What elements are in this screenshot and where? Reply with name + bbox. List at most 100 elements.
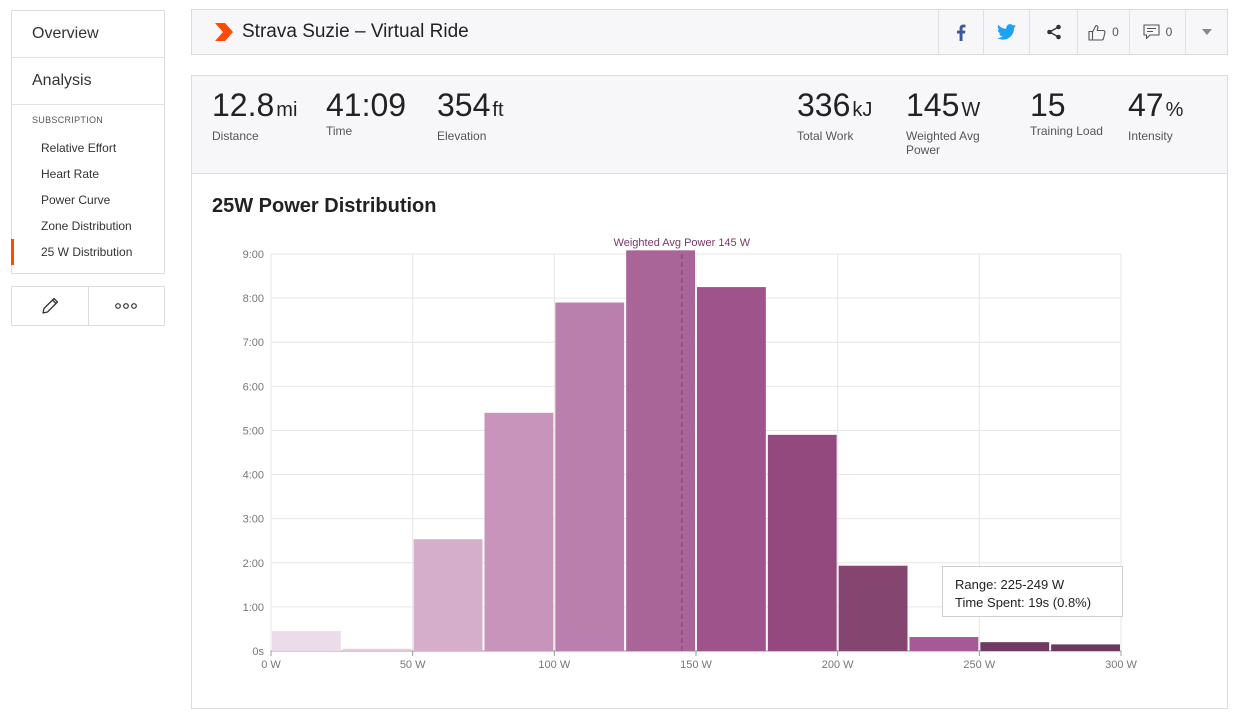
kudos-count: 0 [1112,25,1119,39]
x-tick-label: 300 W [1105,659,1137,671]
x-tick-label: 0 W [261,659,281,671]
y-tick-label: 3:00 [243,514,264,526]
intensity-label: Intensity [1128,129,1173,143]
distance-value: 12.8 [212,87,275,123]
stat-intensity: 47% Intensity [1128,86,1183,143]
stat-total-work-value: 336 kJ [797,86,872,129]
stat-training-load-value: 15 [1030,86,1103,124]
stat-time-value: 41:09 [326,86,406,124]
twitter-icon [997,24,1016,40]
ride-icon [215,23,233,41]
intensity-value: 47 [1128,87,1164,123]
share-button[interactable] [1029,10,1077,54]
twitter-share-button[interactable] [983,10,1029,54]
y-tick-label: 6:00 [243,381,264,393]
training-load-value: 15 [1030,87,1066,123]
histogram-bar [909,637,979,651]
total-work-unit: kJ [852,99,873,121]
more-icon [115,303,138,309]
chevron-down-icon [1201,29,1212,35]
nav-relative-effort[interactable]: Relative Effort [41,141,117,155]
x-tick-label: 200 W [822,659,854,671]
weighted-avg-power-value: 145 [906,87,960,123]
share-icon [1046,24,1061,40]
thumbs-up-icon [1088,24,1106,41]
comment-icon [1143,24,1160,40]
activity-stats: 12.8 mi Distance 41:09 Time 354 ft Elevati… [191,75,1228,174]
y-tick-label: 4:00 [243,470,264,482]
histogram-bar [555,302,625,651]
total-work-value: 336 [797,87,851,123]
comment-button[interactable]: 0 [1129,10,1185,54]
nav-overview[interactable]: Overview [12,11,164,58]
histogram-bar [838,565,908,651]
elevation-unit: ft [492,99,504,121]
header-actions: 0 0 [938,10,1227,54]
nav-power-curve[interactable]: Power Curve [41,193,111,207]
activity-tools [11,286,165,326]
subscription-section: SUBSCRIPTION Relative Effort Heart Rate … [11,105,164,273]
histogram-bar [697,287,766,651]
y-tick-label: 7:00 [243,337,264,349]
nav-25w-distribution[interactable]: 25 W Distribution [11,239,164,265]
time-value: 41:09 [326,87,407,123]
training-load-label: Training Load [1030,124,1103,138]
sidebar-nav: Overview Analysis SUBSCRIPTION Relative … [11,10,165,274]
comment-count: 0 [1165,25,1173,39]
chart-title: 25W Power Distribution [212,195,437,217]
nav-analysis[interactable]: Analysis [12,58,164,105]
weighted-avg-power-label: Weighted Avg Power [906,129,980,157]
weighted-avg-power-unit: W [961,99,981,121]
power-distribution-panel: 25W Power Distribution 0s 1:00 2:00 3:00 4:0… [191,174,1228,709]
chart-tooltip: Range: 225-249 W Time Spent: 19s (0.8%) [942,566,1123,617]
tooltip-time-spent: Time Spent: 19s (0.8%) [955,595,1092,610]
stat-weighted-avg-power: 145 W Weighted Avg Power [906,86,1006,157]
distance-unit: mi [276,99,298,121]
more-button[interactable] [87,287,165,325]
weighted-avg-power-label: Weighted Avg Power 145 W [614,237,751,249]
nav-zone-distribution[interactable]: Zone Distribution [41,219,132,233]
stat-distance: 12.8 mi Distance [212,86,297,143]
stat-training-load: 15 Training Load [1030,86,1103,138]
activity-header: Strava Suzie – Virtual Ride 0 [191,9,1228,55]
more-actions-dropdown[interactable] [1185,10,1227,54]
histogram-bar [980,642,1050,651]
facebook-icon [957,24,966,41]
stat-weighted-avg-power-value: 145 W [906,86,1006,129]
activity-title: Strava Suzie – Virtual Ride [242,21,469,42]
histogram-bar [626,250,695,651]
tooltip-range: Range: 225-249 W [955,577,1065,592]
histogram-bar [1051,644,1120,651]
y-tick-label: 5:00 [243,425,264,437]
y-tick-label: 8:00 [243,293,264,305]
power-distribution-chart: 0s 1:00 2:00 3:00 4:00 5:00 6:00 7:00 8:00 9:00 0 … [243,237,1138,671]
x-tick-label: 50 W [400,659,426,671]
total-work-label: Total Work [797,129,854,143]
stat-total-work: 336 kJ Total Work [797,86,872,143]
stat-elevation: 354 ft Elevation [437,86,504,143]
x-tick-label: 150 W [680,659,712,671]
x-tick-label: 250 W [963,659,995,671]
edit-button[interactable] [12,287,88,325]
elevation-value: 354 [437,87,491,123]
distance-label: Distance [212,129,259,143]
nav-heart-rate[interactable]: Heart Rate [41,167,100,181]
histogram-bar [272,631,341,651]
y-tick-label: 9:00 [243,249,264,261]
pencil-icon [42,297,58,314]
stat-distance-value: 12.8 mi [212,86,297,129]
kudos-button[interactable]: 0 [1077,10,1129,54]
y-tick-label: 1:00 [243,602,264,614]
histogram-bar [342,648,412,651]
facebook-share-button[interactable] [938,10,983,54]
histogram-bar [484,412,554,651]
elevation-label: Elevation [437,129,487,143]
stat-intensity-value: 47% [1128,86,1183,129]
histogram-bar [767,434,837,651]
stat-time: 41:09 Time [326,86,406,138]
y-tick-label: 0s [252,646,264,658]
sidebar: Overview Analysis SUBSCRIPTION Relative … [11,10,165,326]
time-label: Time [326,124,353,138]
subscription-heading: SUBSCRIPTION [32,115,104,125]
stat-elevation-value: 354 ft [437,86,504,129]
